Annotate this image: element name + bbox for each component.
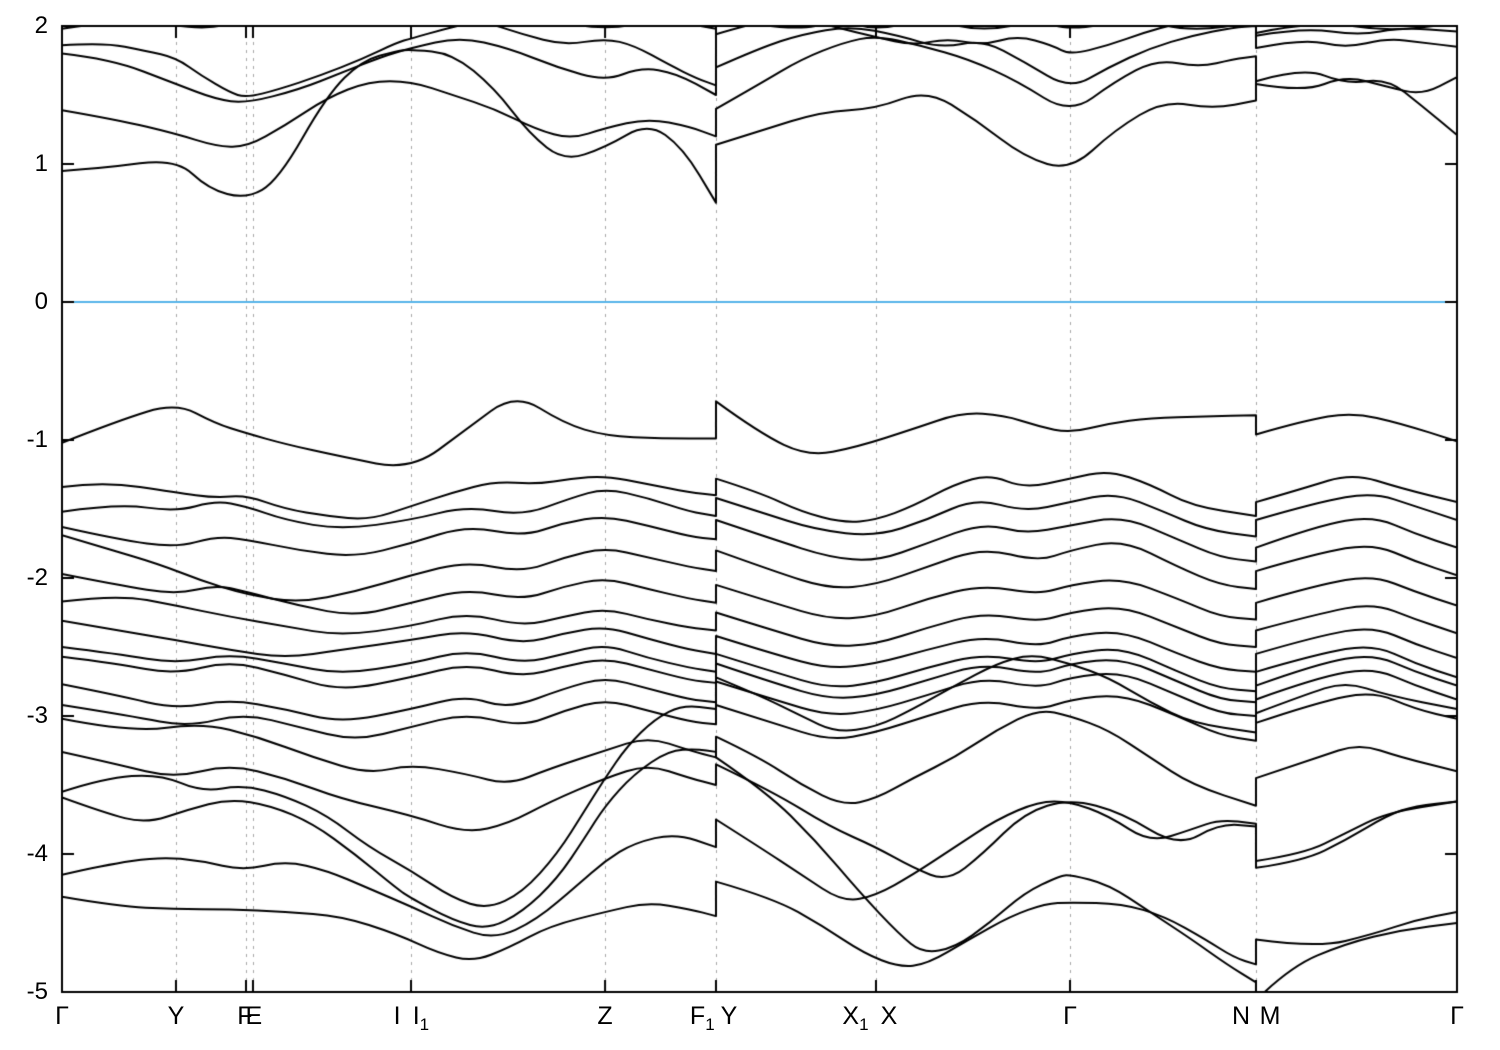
band-structure-figure: 2 1 0 -1 -2 -3 -4 -5 Γ Y F E I I1 Z F1 Y X1 X Γ N M Γ <box>0 0 1500 1050</box>
band-structure-canvas <box>0 0 1500 1050</box>
